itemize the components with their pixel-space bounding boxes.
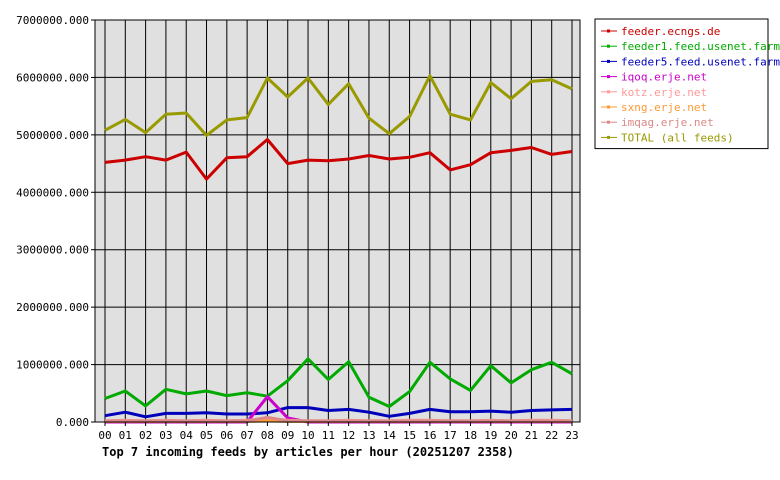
y-tick-label: 1000000.000 (16, 359, 89, 372)
series-line-7 (104, 74, 573, 137)
y-tick-label: 5000000.000 (16, 129, 89, 142)
x-tick-label: 23 (565, 429, 578, 442)
plot-area (95, 20, 580, 422)
y-tick-label: 3000000.000 (16, 244, 89, 257)
plot-frame (94, 19, 581, 423)
x-tick-label: 04 (180, 429, 194, 442)
legend-label-1: feeder1.feed.usenet.farm (621, 40, 780, 53)
y-tick-label: 6000000.000 (16, 71, 89, 84)
legend-marker-0 (607, 29, 610, 33)
series-line-2 (104, 406, 573, 419)
x-tick-label: 00 (98, 429, 111, 442)
chart-title: Top 7 incoming feeds by articles per hou… (102, 445, 514, 459)
legend-label-0: feeder.ecngs.de (621, 25, 720, 38)
x-tick-label: 10 (301, 429, 314, 442)
legend-box (594, 18, 769, 150)
x-tick-label: 20 (504, 429, 517, 442)
plot-background (95, 20, 580, 422)
x-tick-label: 19 (484, 429, 497, 442)
legend-label-5: sxng.erje.net (621, 101, 707, 114)
axes: 0.000 1000000.000 2000000.000 3000000.000 40… (16, 14, 581, 442)
legend-label-7: TOTAL (all feeds) (621, 131, 734, 144)
y-tick-label: 7000000.000 (16, 14, 89, 27)
series-line-1 (104, 357, 573, 408)
x-tick-label: 02 (139, 429, 152, 442)
x-tick-label: 11 (322, 429, 335, 442)
x-tick-label: 05 (200, 429, 213, 442)
x-tick-label: 17 (444, 429, 457, 442)
x-tick-label: 01 (119, 429, 132, 442)
legend-marker-6 (607, 120, 610, 124)
legend-label-6: imqag.erje.net (621, 116, 714, 129)
series-line-6 (105, 415, 572, 423)
y-tick-label: 4000000.000 (16, 186, 89, 199)
y-tick-label: 2000000.000 (16, 301, 89, 314)
x-tick-label: 12 (342, 429, 355, 442)
y-tick-label: 0.000 (56, 416, 89, 429)
legend-marker-1 (607, 44, 610, 48)
x-tick-label: 15 (403, 429, 416, 442)
legend-marker-2 (607, 59, 610, 63)
x-tick-label: 09 (281, 429, 294, 442)
x-tick-label: 21 (525, 429, 538, 442)
series-line-0 (104, 138, 573, 181)
legend-label-2: feeder5.feed.usenet.farm (621, 55, 780, 68)
series-layer (104, 74, 573, 424)
legend-label-4: kotz.erje.net (621, 86, 707, 99)
legend-marker-5 (607, 105, 610, 109)
x-tick-label: 18 (464, 429, 477, 442)
legend-marker-7 (607, 135, 610, 139)
legend-marker-3 (607, 75, 610, 79)
x-tick-label: 14 (383, 429, 397, 442)
x-tick-label: 07 (241, 429, 254, 442)
x-tick-label: 13 (362, 429, 375, 442)
x-tick-label: 22 (545, 429, 558, 442)
legend-marker-4 (607, 90, 610, 94)
x-tick-label: 06 (220, 429, 233, 442)
x-tick-label: 03 (159, 429, 172, 442)
legend: feeder.ecngs.de feeder1.feed.usenet.farm f… (594, 18, 780, 150)
x-tick-label: 08 (261, 429, 274, 442)
x-tick-label: 16 (423, 429, 436, 442)
legend-label-3: iqoq.erje.net (621, 71, 707, 84)
